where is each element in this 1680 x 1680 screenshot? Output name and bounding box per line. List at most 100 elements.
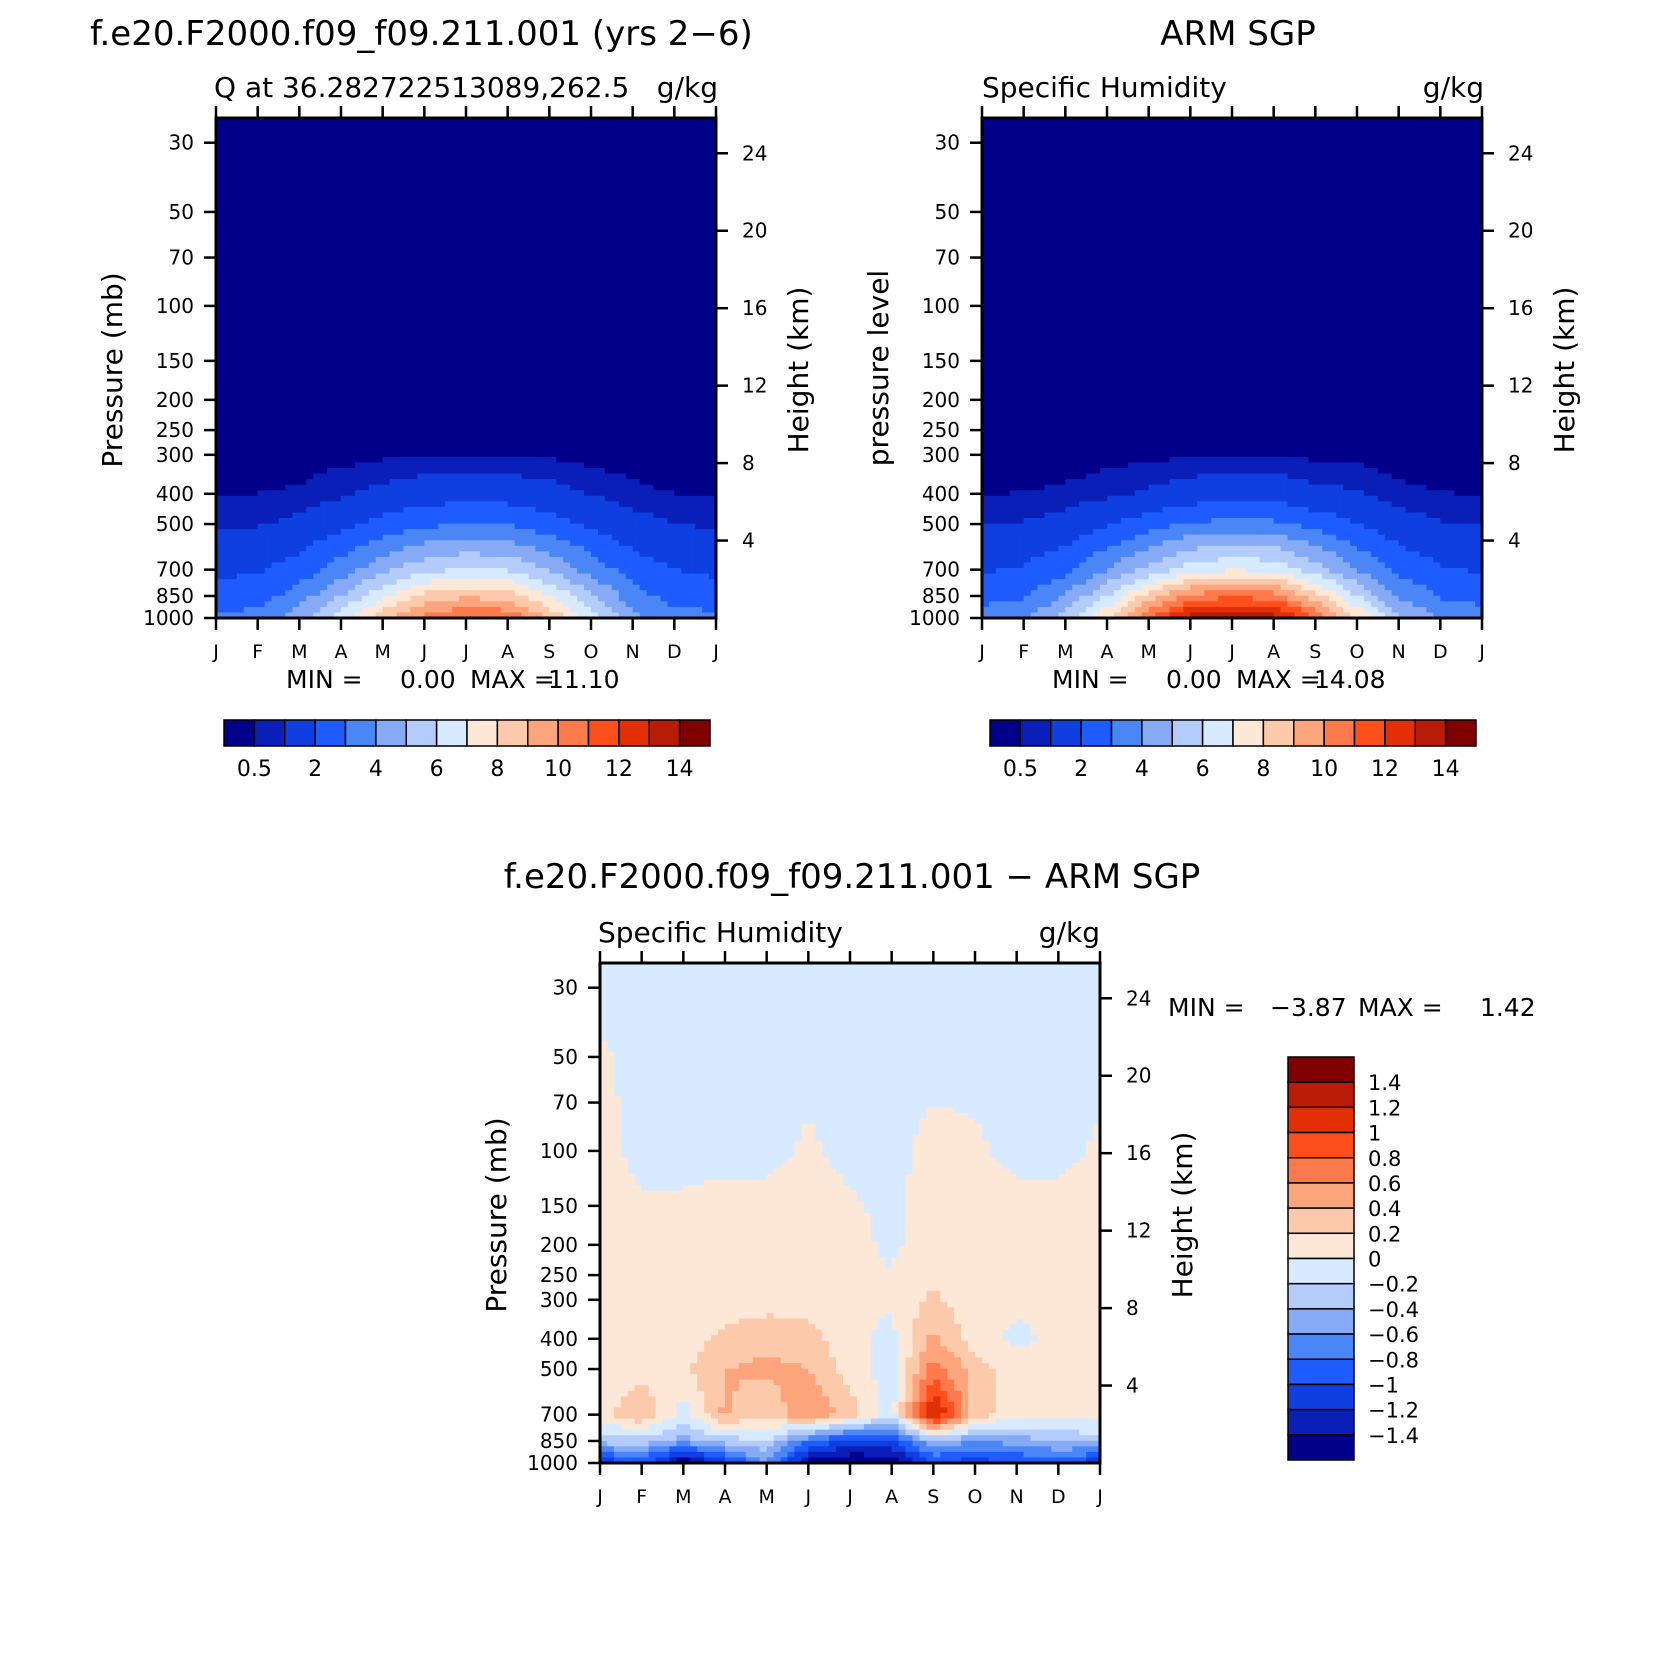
contour-cell (279, 146, 287, 152)
contour-cell (480, 168, 488, 174)
contour-cell (299, 518, 307, 524)
contour-cell (522, 140, 530, 146)
contour-cell (279, 296, 287, 302)
contour-cell (320, 368, 328, 374)
contour-cell (522, 235, 530, 241)
contour-cell (334, 401, 342, 407)
contour-cell (244, 390, 252, 396)
contour-cell (584, 157, 592, 163)
contour-cell (487, 457, 495, 463)
contour-cell (535, 474, 543, 480)
contour-cell (285, 168, 293, 174)
contour-cell (383, 368, 391, 374)
contour-cell (251, 562, 259, 568)
contour-cell (424, 435, 432, 441)
contour-cell (230, 207, 238, 213)
contour-cell (431, 524, 439, 530)
contour-cell (369, 507, 377, 513)
contour-cell (320, 279, 328, 285)
contour-cell (591, 507, 599, 513)
contour-cell (431, 168, 439, 174)
contour-cell (598, 235, 606, 241)
contour-cell (570, 557, 578, 563)
contour-cell (424, 146, 432, 152)
contour-cell (334, 485, 342, 491)
contour-cell (223, 451, 231, 457)
contour-cell (466, 318, 474, 324)
contour-cell (508, 174, 516, 180)
contour-cell (362, 468, 370, 474)
contour-cell (494, 385, 502, 391)
contour-cell (348, 290, 356, 296)
contour-cell (251, 551, 259, 557)
contour-cell (334, 435, 342, 441)
contour-cell (424, 346, 432, 352)
contour-cell (313, 440, 321, 446)
contour-cell (570, 285, 578, 291)
contour-cell (341, 596, 349, 602)
contour-cell (320, 185, 328, 191)
contour-cell (591, 462, 599, 468)
contour-cell (390, 435, 398, 441)
contour-cell (542, 185, 550, 191)
contour-cell (258, 274, 266, 280)
contour-cell (508, 407, 516, 413)
contour-cell (251, 262, 259, 268)
contour-cell (473, 440, 481, 446)
contour-cell (292, 257, 300, 263)
contour-cell (244, 257, 252, 263)
contour-cell (535, 596, 543, 602)
contour-cell (480, 462, 488, 468)
contour-cell (438, 374, 446, 380)
contour-cell (598, 251, 606, 257)
contour-cell (292, 435, 300, 441)
contour-cell (542, 418, 550, 424)
contour-cell (299, 524, 307, 530)
contour-cell (341, 235, 349, 241)
contour-cell (494, 190, 502, 196)
contour-cell (410, 268, 418, 274)
contour-cell (306, 418, 314, 424)
contour-cell (279, 529, 287, 535)
contour-cell (570, 362, 578, 368)
contour-cell (341, 351, 349, 357)
contour-cell (452, 374, 460, 380)
contour-cell (258, 362, 266, 368)
contour-cell (556, 535, 564, 541)
contour-cell (355, 435, 363, 441)
contour-cell (410, 368, 418, 374)
contour-cell (313, 129, 321, 135)
contour-cell (320, 135, 328, 141)
contour-cell (473, 335, 481, 341)
contour-cell (452, 324, 460, 330)
contour-cell (480, 146, 488, 152)
contour-cell (473, 601, 481, 607)
contour-cell (577, 207, 585, 213)
contour-cell (320, 562, 328, 568)
contour-cell (390, 124, 398, 130)
contour-cell (549, 301, 557, 307)
contour-cell (327, 312, 335, 318)
contour-cell (452, 601, 460, 607)
contour-cell (577, 440, 585, 446)
contour-cell (431, 151, 439, 157)
contour-cell (285, 390, 293, 396)
contour-cell (258, 512, 266, 518)
contour-cell (355, 235, 363, 241)
contour-cell (445, 401, 453, 407)
contour-cell (452, 185, 460, 191)
contour-cell (431, 590, 439, 596)
contour-cell (424, 185, 432, 191)
contour-cell (237, 440, 245, 446)
contour-cell (529, 451, 537, 457)
contour-cell (265, 357, 273, 363)
contour-cell (459, 457, 467, 463)
contour-cell (279, 174, 287, 180)
contour-cell (230, 307, 238, 313)
contour-cell (598, 324, 606, 330)
contour-cell (563, 368, 571, 374)
contour-cell (376, 407, 384, 413)
contour-cell (292, 468, 300, 474)
contour-cell (265, 196, 273, 202)
contour-cell (334, 518, 342, 524)
